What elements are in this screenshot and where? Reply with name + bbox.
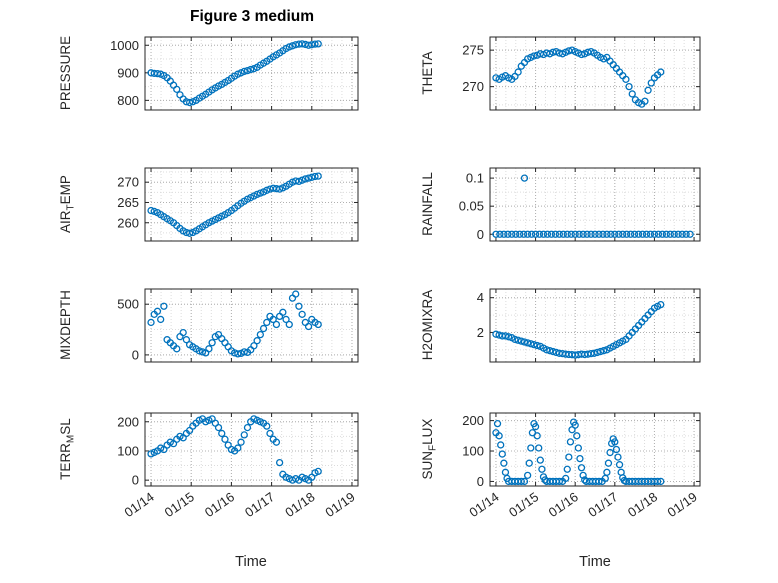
y-tick-label: 270 xyxy=(117,175,139,190)
x-tick-label: 01/17 xyxy=(585,489,620,520)
subplot-sun-flux: 0 100 200 01/14 01/15 01/16 01/17 01/18 01/19 xyxy=(462,412,701,520)
ylabel-pressure: PRESSURE xyxy=(57,3,75,143)
y-tick-label: 0 xyxy=(132,473,139,488)
subplot-terr-msl: 0 100 200 01/14 01/15 01/16 01/17 01/18 01/19 xyxy=(117,412,359,520)
y-tick-label: 200 xyxy=(117,414,139,429)
subplot-rainfall: 0 0.05 0.1 xyxy=(459,167,701,242)
y-tick-label: 0.05 xyxy=(459,199,484,214)
ylabel-text: TERR xyxy=(58,443,73,480)
ylabel-text: MIXDEPTH xyxy=(58,290,73,360)
subplot-sun-flux-points xyxy=(492,418,665,486)
x-tick-label: 01/16 xyxy=(202,489,237,520)
ylabel-text: SL xyxy=(58,418,73,435)
ylabel-text: THETA xyxy=(420,51,435,95)
subplot-mixdepth: 0 500 xyxy=(117,288,359,363)
subplot-rainfall-points xyxy=(492,174,694,238)
subplot-pressure-points xyxy=(147,40,322,107)
y-tick-label: 275 xyxy=(462,43,484,58)
y-tick-label: 100 xyxy=(117,443,139,458)
ylabel-mixdepth: MIXDEPTH xyxy=(57,255,75,395)
y-tick-label: 4 xyxy=(477,290,484,305)
x-tick-label: 01/17 xyxy=(242,489,277,520)
y-tick-label: 500 xyxy=(117,297,139,312)
y-tick-label: 0 xyxy=(477,474,484,489)
ylabel-text: SUN xyxy=(420,450,435,480)
x-tick-label: 01/18 xyxy=(625,489,660,520)
y-tick-label: 100 xyxy=(462,444,484,459)
x-tick-label: 01/15 xyxy=(162,489,197,520)
ylabel-text: EMP xyxy=(58,175,73,205)
x-tick-label: 01/15 xyxy=(506,489,541,520)
subplot-h2omixra-points xyxy=(492,300,665,359)
y-tick-label: 1000 xyxy=(110,38,139,53)
x-tick-label: 01/19 xyxy=(665,489,700,520)
ylabel-rainfall: RAINFALL xyxy=(419,134,437,274)
y-tick-label: 800 xyxy=(117,93,139,108)
ylabel-theta: THETA xyxy=(419,3,437,143)
ylabel-subscript: F xyxy=(427,444,439,451)
subplot-mixdepth-points xyxy=(147,290,322,358)
ylabel-subscript: M xyxy=(65,434,77,444)
ylabel-text: AIR xyxy=(58,210,73,233)
y-tick-label: 260 xyxy=(117,215,139,230)
subplot-air-temp-points xyxy=(147,172,322,237)
y-tick-label: 200 xyxy=(462,413,484,428)
y-tick-label: 265 xyxy=(117,195,139,210)
y-tick-label: 2 xyxy=(477,325,484,340)
ylabel-text: PRESSURE xyxy=(58,35,73,111)
x-tick-label: 01/16 xyxy=(546,489,581,520)
y-tick-label: 270 xyxy=(462,79,484,94)
ylabel-text: LUX xyxy=(420,418,435,445)
ylabel-terr-msl: TERRMSL xyxy=(57,379,77,519)
subplot-h2omixra: 24 xyxy=(477,288,701,363)
ylabel-text: H2OMIXRA xyxy=(420,289,435,361)
ylabel-air-temp: AIRTEMP xyxy=(57,134,77,274)
subplot-air-temp: 260 265 270 xyxy=(117,167,359,242)
ylabel-text: RAINFALL xyxy=(420,172,435,236)
subplot-terr-msl-points xyxy=(147,415,322,484)
x-tick-label: 01/14 xyxy=(466,489,501,520)
ylabel-subscript: T xyxy=(65,204,77,211)
subplot-theta-points xyxy=(492,46,665,108)
ylabel-h2omixra: H2OMIXRA xyxy=(419,255,437,395)
subplot-pressure: 800 900 1000 xyxy=(110,36,359,111)
x-axis-label-right: Time xyxy=(579,554,611,570)
ylabel-sun-flux: SUNFLUX xyxy=(419,379,439,519)
y-tick-label: 900 xyxy=(117,65,139,80)
x-axis-label-left: Time xyxy=(235,554,267,570)
y-tick-label: 0.1 xyxy=(466,171,484,186)
x-tick-label: 01/18 xyxy=(282,489,317,520)
subplot-theta: 270 275 xyxy=(462,36,701,111)
x-tick-label: 01/14 xyxy=(121,489,156,520)
y-tick-label: 0 xyxy=(132,347,139,362)
x-tick-label: 01/19 xyxy=(322,489,357,520)
figure-title: Figure 3 medium xyxy=(189,8,315,25)
y-tick-label: 0 xyxy=(477,227,484,242)
